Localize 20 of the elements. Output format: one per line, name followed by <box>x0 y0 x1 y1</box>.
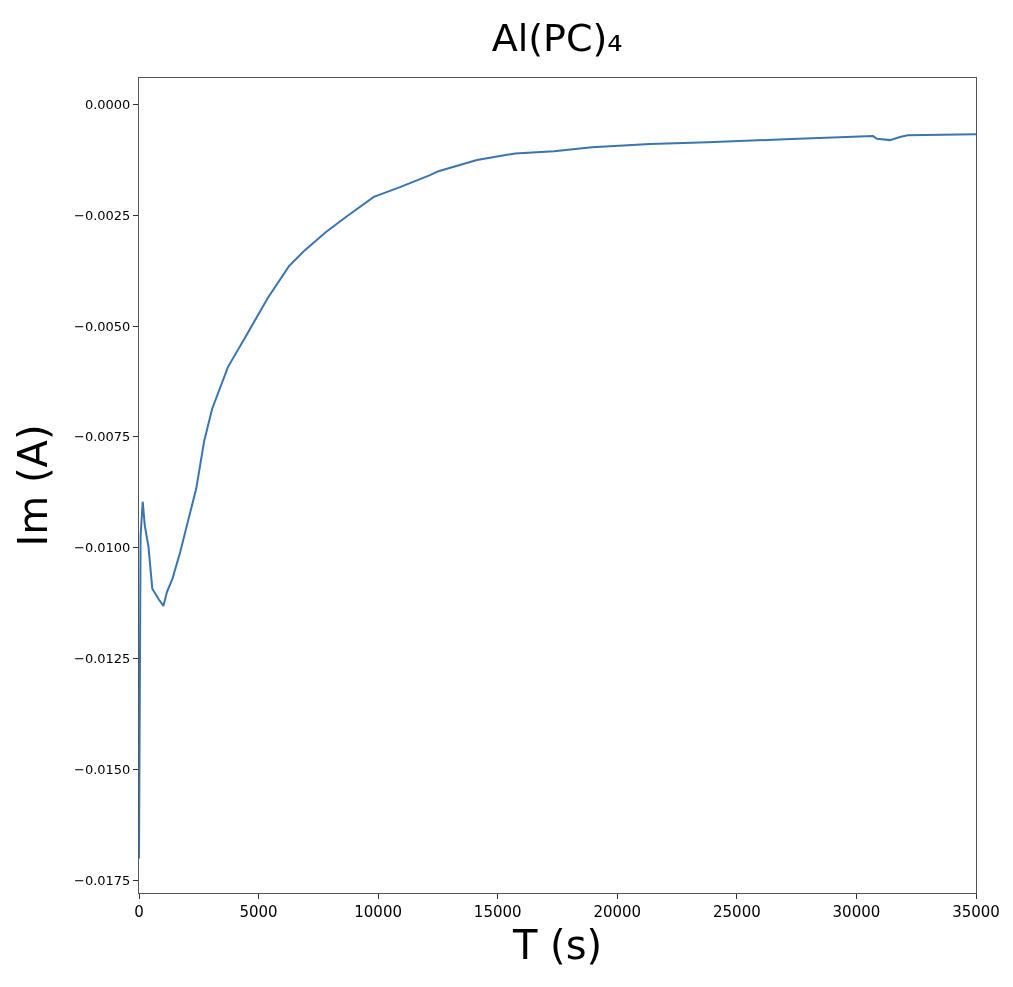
chart-title: Al(PC)₄ <box>491 15 623 60</box>
y-tick-label: −0.0150 <box>74 762 131 778</box>
x-tick-label: 25000 <box>713 903 761 921</box>
x-tick-label: 0 <box>134 903 144 921</box>
x-axis-title: T (s) <box>511 921 603 968</box>
y-tick-label: −0.0100 <box>74 540 131 556</box>
y-tick-label: −0.0050 <box>74 318 131 334</box>
x-tick-label: 15000 <box>473 903 522 921</box>
y-tick-label: −0.0025 <box>74 207 131 223</box>
y-axis-title: Im (A) <box>9 424 56 547</box>
x-tick-label: 35000 <box>952 903 1000 921</box>
x-tick-label: 10000 <box>354 903 402 921</box>
y-tick-label: −0.0175 <box>74 873 131 889</box>
line-series <box>139 133 976 860</box>
x-tick-label: 20000 <box>593 903 642 921</box>
y-tick-label: 0.0000 <box>84 96 131 112</box>
y-tick-label: −0.0075 <box>74 429 131 445</box>
x-tick-label: 5000 <box>239 903 278 921</box>
x-tick-label: 30000 <box>832 903 881 921</box>
y-tick-label: −0.0125 <box>74 651 131 667</box>
